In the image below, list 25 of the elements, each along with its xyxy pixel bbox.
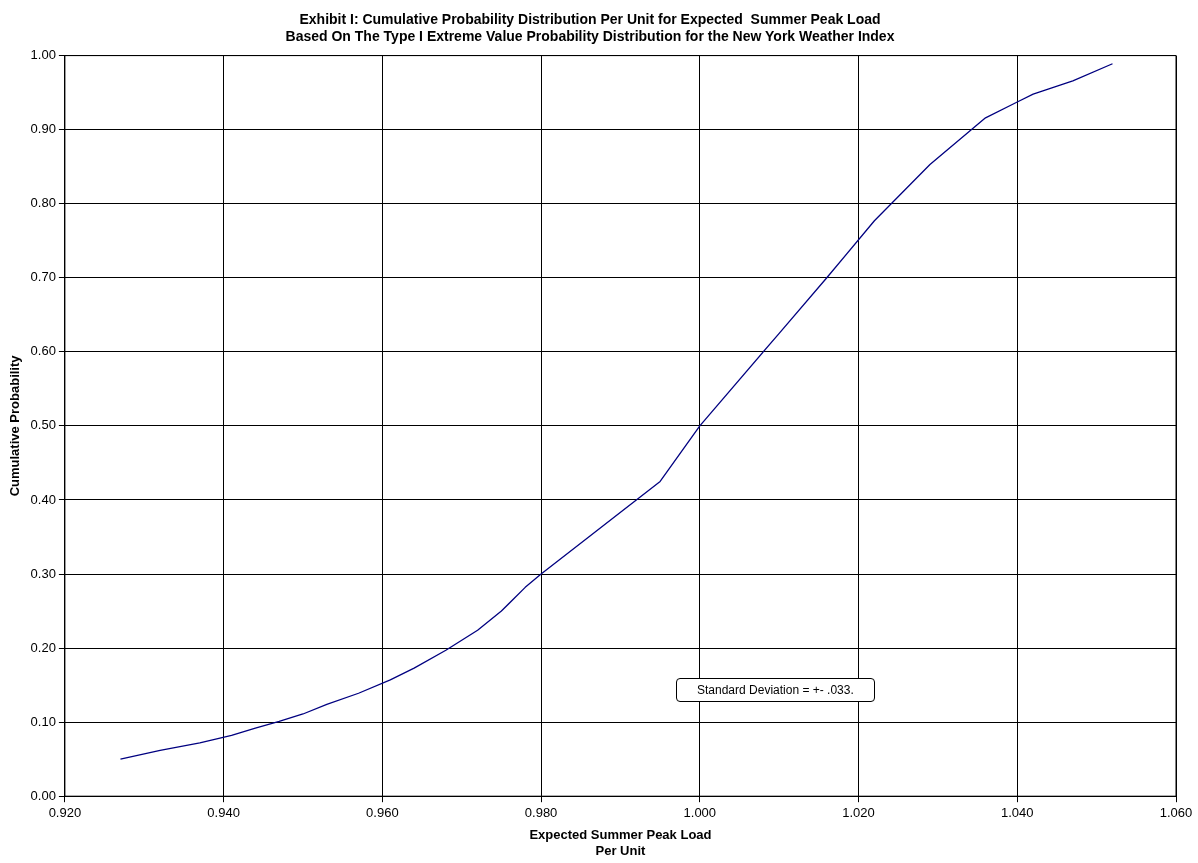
y-tick-label: 0.10	[30, 713, 56, 729]
y-tick-label: 0.90	[30, 121, 56, 137]
text: Exhibit I: Cumulative Probability Distribution Per Unit for Expected Summer Peak Load	[299, 11, 881, 28]
y-tick-label: 0.80	[30, 195, 56, 211]
text: Expected Summer Peak Load	[529, 827, 712, 843]
text-box: Standard Deviation = +- .033.	[676, 677, 875, 702]
x-tick-label: 0.960	[366, 804, 399, 820]
x-tick-label: 1.040	[1001, 804, 1034, 820]
y-tick-label: 0.40	[30, 491, 56, 507]
x-tick-label: 1.020	[842, 804, 875, 820]
x-tick-label: 0.980	[524, 804, 558, 820]
y-tick-label: 0.20	[30, 639, 56, 655]
y-tick-label: 1.00	[30, 47, 56, 63]
text: Per Unit	[595, 842, 646, 858]
x-tick-label: 1.060	[1159, 804, 1193, 820]
y-tick-label: 0.00	[30, 787, 56, 803]
y-axis-title: Cumulative Probability	[7, 354, 23, 497]
y-tick-label: 0.70	[30, 269, 56, 285]
text: Based On The Type I Extreme Value Probability Distribution for the New York Weather Index	[285, 28, 895, 45]
x-tick-label: 0.920	[48, 804, 82, 820]
y-tick-label: 0.30	[30, 565, 56, 581]
y-tick-label: 0.50	[30, 417, 56, 433]
x-tick-label: 0.940	[207, 804, 240, 820]
x-tick-label: 1.000	[683, 804, 717, 820]
y-tick-label: 0.60	[30, 343, 56, 359]
